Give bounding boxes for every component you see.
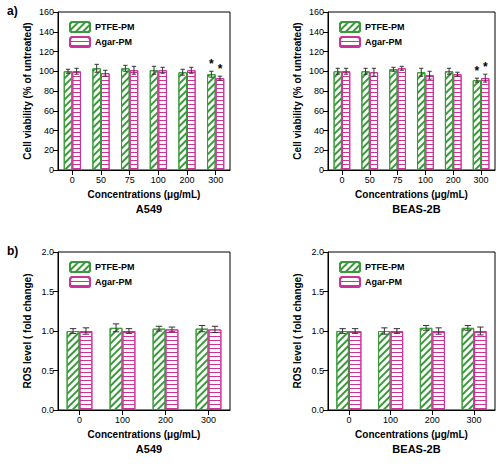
svg-text:A549: A549	[136, 443, 162, 455]
svg-text:Concentrations (μg/mL): Concentrations (μg/mL)	[355, 429, 468, 440]
svg-text:*: *	[218, 62, 223, 76]
svg-text:Concentrations (μg/mL): Concentrations (μg/mL)	[355, 189, 468, 200]
svg-text:60: 60	[44, 106, 54, 116]
svg-text:100: 100	[383, 415, 398, 425]
svg-text:1.5: 1.5	[311, 287, 324, 297]
svg-text:0: 0	[319, 165, 324, 175]
svg-text:ROS level ( fold change): ROS level ( fold change)	[22, 273, 33, 388]
svg-text:ROS level ( fold change): ROS level ( fold change)	[292, 273, 303, 388]
svg-text:40: 40	[44, 126, 54, 136]
svg-text:Concentrations (μg/mL): Concentrations (μg/mL)	[88, 189, 201, 200]
svg-text:BEAS-2B: BEAS-2B	[392, 443, 440, 455]
svg-text:80: 80	[314, 86, 324, 96]
svg-text:0.5: 0.5	[41, 366, 54, 376]
svg-text:0.0: 0.0	[311, 405, 324, 415]
svg-text:*: *	[209, 57, 214, 71]
svg-text:40: 40	[314, 126, 324, 136]
svg-text:140: 140	[39, 27, 54, 37]
svg-text:A549: A549	[136, 203, 162, 215]
svg-text:2.0: 2.0	[41, 247, 54, 257]
svg-text:Agar-PM: Agar-PM	[365, 37, 402, 47]
svg-text:b): b)	[7, 244, 18, 258]
svg-text:100: 100	[418, 175, 433, 185]
svg-text:300: 300	[208, 175, 223, 185]
svg-text:100: 100	[115, 415, 130, 425]
svg-text:20: 20	[314, 145, 324, 155]
svg-text:200: 200	[158, 415, 173, 425]
svg-text:PTFE-PM: PTFE-PM	[365, 262, 405, 272]
svg-text:160: 160	[39, 7, 54, 17]
svg-text:75: 75	[393, 175, 403, 185]
svg-text:120: 120	[309, 47, 324, 57]
svg-text:0.5: 0.5	[311, 366, 324, 376]
svg-text:300: 300	[474, 175, 489, 185]
svg-text:300: 300	[201, 415, 216, 425]
svg-text:100: 100	[309, 66, 324, 76]
svg-text:0: 0	[77, 415, 82, 425]
svg-text:a): a)	[7, 4, 18, 18]
svg-text:0: 0	[346, 415, 351, 425]
svg-text:60: 60	[314, 106, 324, 116]
svg-text:80: 80	[44, 86, 54, 96]
svg-text:Concentrations (μg/mL): Concentrations (μg/mL)	[88, 429, 201, 440]
svg-text:*: *	[483, 60, 488, 74]
svg-text:2.0: 2.0	[311, 247, 324, 257]
svg-text:140: 140	[309, 27, 324, 37]
svg-text:100: 100	[151, 175, 166, 185]
svg-text:200: 200	[446, 175, 461, 185]
svg-text:300: 300	[467, 415, 482, 425]
svg-text:0: 0	[339, 175, 344, 185]
svg-text:50: 50	[96, 175, 106, 185]
svg-text:1.0: 1.0	[311, 326, 324, 336]
svg-text:Agar-PM: Agar-PM	[365, 277, 402, 287]
svg-text:BEAS-2B: BEAS-2B	[392, 203, 440, 215]
svg-text:0: 0	[49, 165, 54, 175]
svg-text:Cell viability (% of untreated: Cell viability (% of untreated)	[292, 22, 303, 159]
svg-text:200: 200	[179, 175, 194, 185]
svg-text:PTFE-PM: PTFE-PM	[95, 22, 135, 32]
svg-text:1.5: 1.5	[41, 287, 54, 297]
svg-text:Agar-PM: Agar-PM	[95, 37, 132, 47]
svg-text:*: *	[475, 64, 480, 78]
svg-text:200: 200	[425, 415, 440, 425]
svg-text:20: 20	[44, 145, 54, 155]
svg-text:120: 120	[39, 47, 54, 57]
svg-text:75: 75	[125, 175, 135, 185]
svg-text:Agar-PM: Agar-PM	[95, 277, 132, 287]
svg-text:0.0: 0.0	[41, 405, 54, 415]
svg-text:0: 0	[70, 175, 75, 185]
svg-text:50: 50	[365, 175, 375, 185]
svg-text:PTFE-PM: PTFE-PM	[95, 262, 135, 272]
svg-text:1.0: 1.0	[41, 326, 54, 336]
svg-text:Cell viability (% of untreated: Cell viability (% of untreated)	[22, 22, 33, 159]
svg-text:100: 100	[39, 66, 54, 76]
svg-text:PTFE-PM: PTFE-PM	[365, 22, 405, 32]
svg-text:160: 160	[309, 7, 324, 17]
